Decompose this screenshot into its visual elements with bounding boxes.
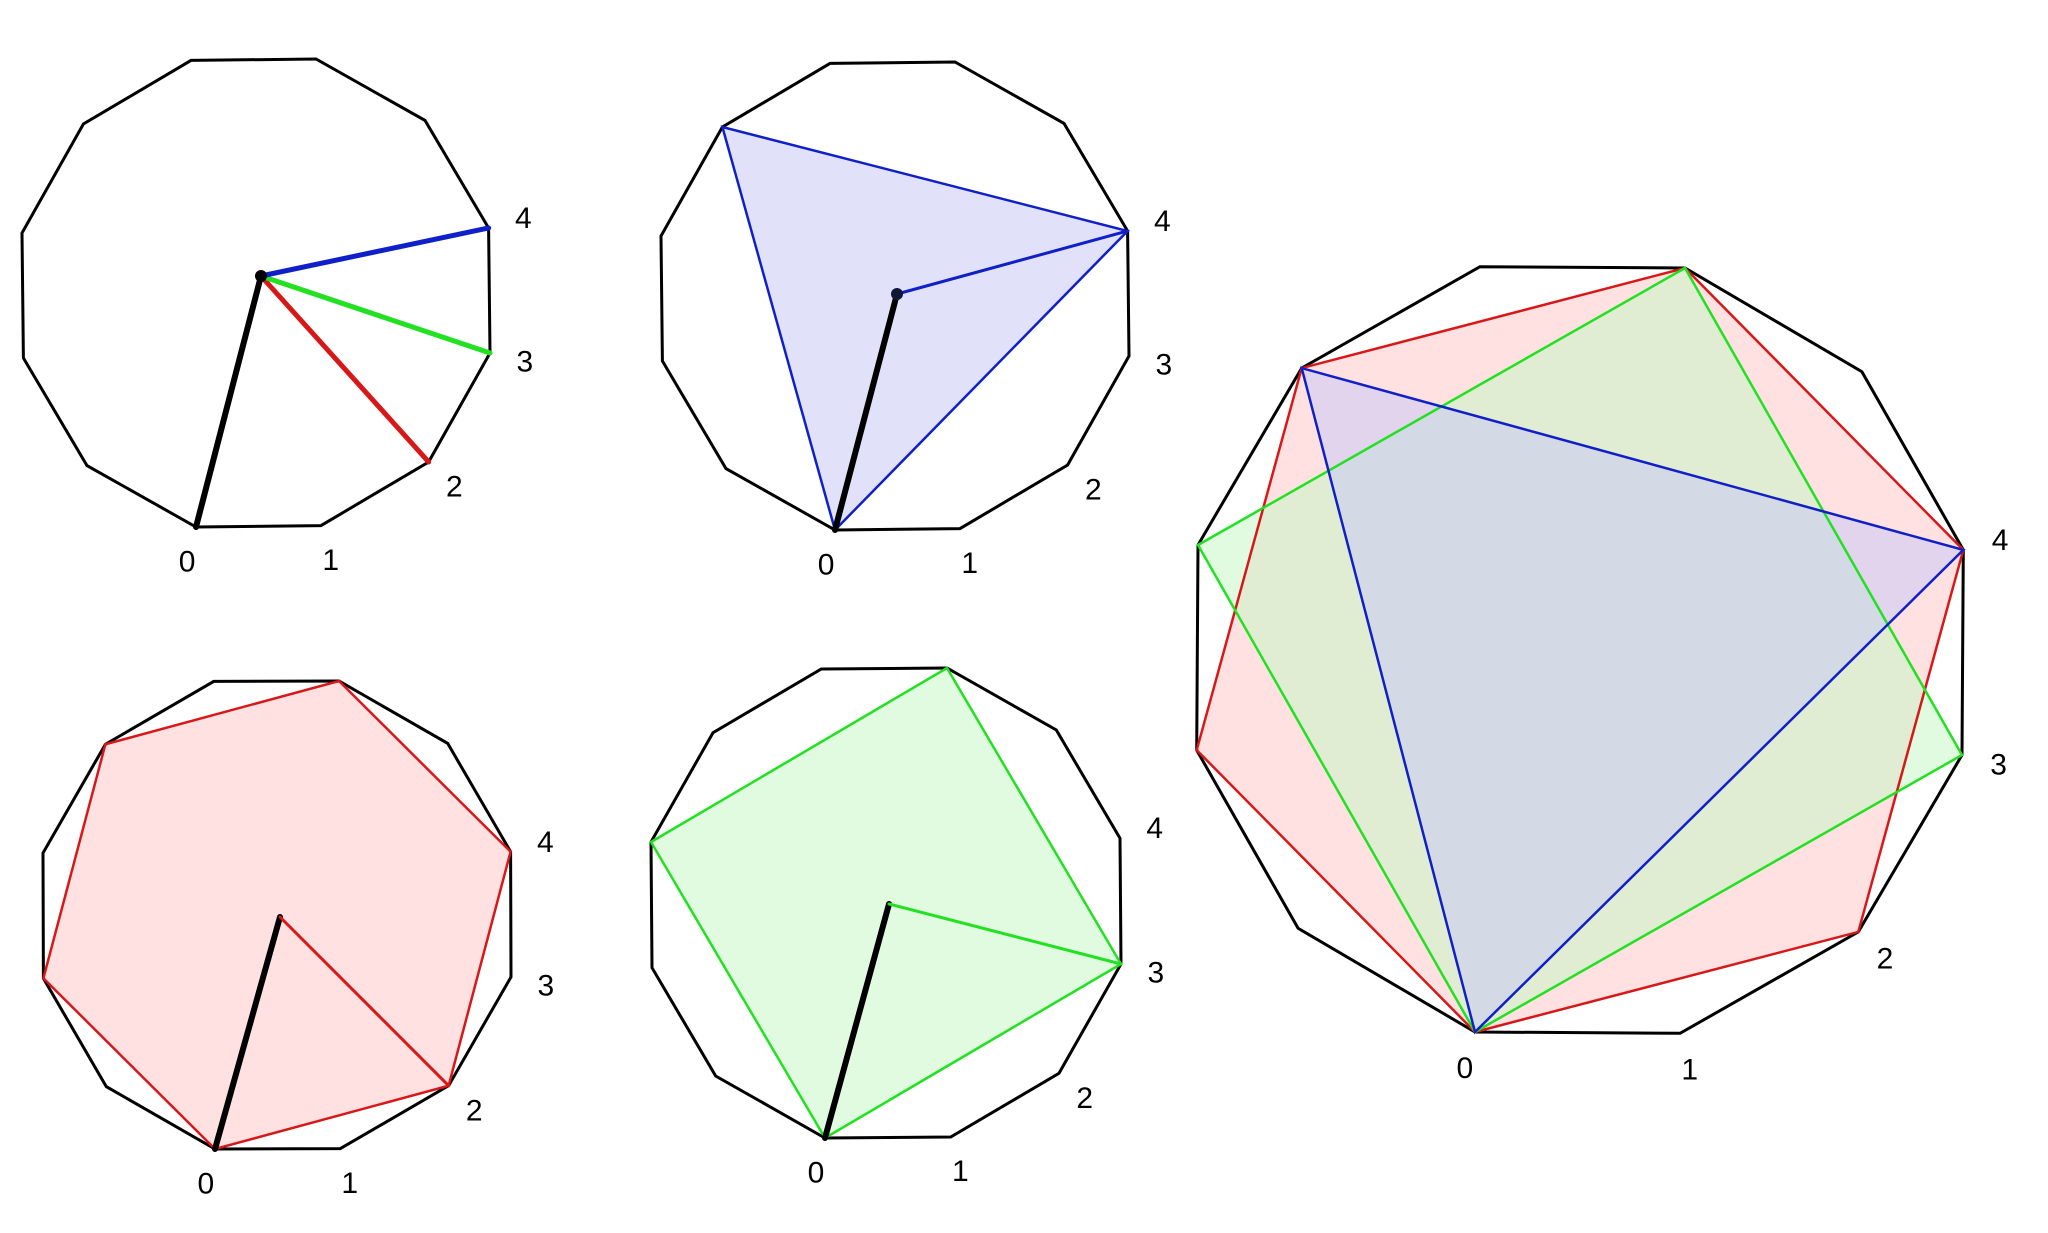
vertex-label-4: 4 [537,826,554,859]
vertex-label-3: 3 [537,970,554,1003]
vertex-label-2: 2 [1076,1082,1093,1115]
shape-fill-step-3 [651,668,1121,1138]
vertex-label-2: 2 [446,471,463,504]
vertex-label-2: 2 [1877,943,1894,976]
panel-steps-overview: 0 1 2 3 4 [20,57,534,578]
vertex-label-3: 3 [1990,749,2007,782]
vertex-label-0: 0 [808,1156,825,1189]
panel-triangle-step-4: 0 1 2 3 4 [659,60,1173,581]
dodecagon-outline [659,60,1131,532]
vertex-label-3: 3 [1147,957,1164,990]
vertex-label-0: 0 [197,1167,214,1200]
vertex-label-2: 2 [466,1095,483,1128]
vertex-label-1: 1 [952,1155,969,1188]
origin-dot [891,288,903,300]
spoke-vertex-0 [212,914,283,1152]
spoke-vertex-2 [258,273,432,465]
shape-fill-step-4 [722,127,1128,530]
panel-hexagon-step-2: 0 1 2 3 4 [41,679,554,1200]
spoke-vertex-0 [832,291,900,533]
spoke-vertex-3 [258,273,493,356]
panel-combined: 0 1 2 3 4 [1195,265,2009,1087]
vertex-label-1: 1 [341,1167,358,1200]
shape-edge-step-3 [1196,266,1964,1034]
vertex-label-0: 0 [1457,1052,1474,1085]
spoke-vertex-0 [193,273,264,530]
vertex-label-4: 4 [1146,812,1163,845]
vertex-label-0: 0 [179,545,196,578]
vertex-label-3: 3 [517,345,534,378]
shape-edge-step-3 [649,666,1123,1140]
panel-square-step-3: 0 1 2 3 4 [649,666,1164,1189]
vertex-label-4: 4 [1992,524,2009,557]
shape-edge-step-4 [720,125,1131,533]
shape-edge-step-4 [1299,366,1966,1035]
spoke-vertex-3 [887,902,1123,966]
vertex-label-4: 4 [515,202,532,235]
vertex-label-1: 1 [322,544,339,577]
vertex-label-3: 3 [1156,348,1173,381]
spoke-vertex-0 [822,901,892,1141]
vertex-label-4: 4 [1154,205,1171,238]
vertex-label-1: 1 [1681,1054,1698,1087]
vertex-label-1: 1 [961,547,978,580]
spoke-vertex-4 [258,225,492,279]
vertex-label-0: 0 [818,548,835,581]
shape-fill-step-4 [1301,368,1964,1033]
spoke-vertex-2 [278,915,451,1088]
spoke-vertex-4 [895,229,1130,296]
origin-dot [255,270,267,282]
vertex-label-2: 2 [1085,474,1102,507]
